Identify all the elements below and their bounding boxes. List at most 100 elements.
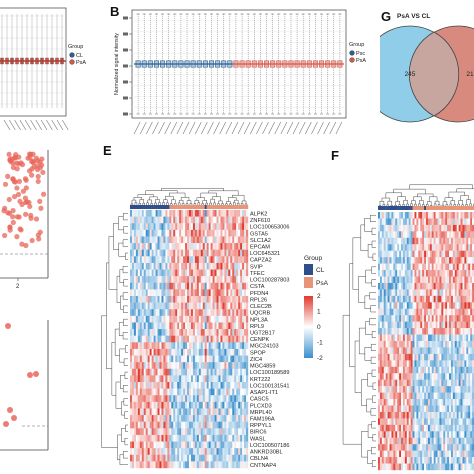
panel-f-heatmap-cell <box>404 263 407 271</box>
panel-f-heatmap-cell <box>437 250 440 258</box>
panel-f-heatmap-cell <box>433 270 436 277</box>
panel-e-group-bar-cell <box>141 205 144 209</box>
panel-e-heatmap-cell <box>130 428 133 436</box>
panel-e-heatmap-cell <box>149 415 152 422</box>
panel-e-heatmap-cell <box>139 282 142 290</box>
panel-f-heatmap-cell <box>449 315 452 322</box>
panel-f-heatmap-cell <box>418 328 421 335</box>
panel-e-heatmap-cell <box>196 388 200 396</box>
panel-e-heatmap-cell <box>236 441 239 449</box>
panel-f-heatmap-cell <box>424 366 427 374</box>
panel-e-heatmap-cell <box>234 395 237 403</box>
panel-f-heatmap-cell <box>468 218 471 226</box>
panel-f-heatmap-cell <box>443 321 446 329</box>
panel-f-heatmap-cell <box>439 386 442 393</box>
panel-f-heatmap-cell <box>472 328 474 335</box>
panel-f-heatmap-cell <box>435 237 438 245</box>
panel-f-heatmap-cell <box>449 218 452 226</box>
panel-e-heatmap-cell <box>202 276 205 283</box>
panel-e-heatmap-cell <box>204 223 207 231</box>
panel-f-group-bar-cell <box>379 206 383 210</box>
panel-e-heatmap-cell <box>161 282 164 290</box>
panel-f-heatmap-cell <box>427 399 431 406</box>
panel-e-heatmap-cell <box>200 461 203 469</box>
panel-f-heatmap-cell <box>452 289 455 297</box>
panel-f-heatmap-cell <box>452 360 455 367</box>
panel-e-heatmap-cell <box>179 388 182 396</box>
panel-e-heatmap-cell <box>218 388 221 396</box>
panel-f-heatmap-cell <box>422 353 425 361</box>
panel-e-heatmap-cell <box>234 216 237 224</box>
panel-e-heatmap-cell <box>145 368 148 376</box>
panel-e-heatmap-cell <box>196 355 200 363</box>
panel-f-heatmap-cell <box>422 289 425 297</box>
panel-f-heatmap-cell <box>445 347 448 355</box>
panel-e-heatmap-cell <box>157 269 160 277</box>
panel-f-heatmap-cell <box>433 250 436 258</box>
panel-e-heatmap-cell <box>131 441 135 449</box>
panel-e-heatmap-cell <box>198 289 201 297</box>
panel-e-heatmap-cell <box>135 315 139 323</box>
panel-e-heatmap-cell <box>155 401 158 409</box>
panel-f-heatmap-cell <box>470 224 473 232</box>
panel-e-heatmap-cell <box>155 236 158 244</box>
panel-f-heatmap-cell <box>404 250 407 258</box>
panel-f-heatmap-cell <box>379 399 383 406</box>
panel-e-heatmap-cell <box>151 448 154 455</box>
panel-f-heatmap-cell <box>406 341 409 348</box>
panel-f-heatmap-cell <box>414 295 417 303</box>
panel-e-heatmap-cell <box>171 229 174 237</box>
panel-e-heatmap-cell <box>161 461 164 469</box>
panel-f-heatmap-cell <box>458 295 461 303</box>
panel-f-heatmap-cell <box>449 257 452 264</box>
panel-f-heatmap-cell <box>449 295 452 303</box>
panel-f-heatmap-cell <box>441 224 444 232</box>
panel-f-heatmap-cell <box>458 231 461 238</box>
panel-f-heatmap-cell <box>391 212 394 219</box>
panel-e-heatmap-cell <box>153 322 156 330</box>
panel-e-heatmap-cell <box>220 269 223 277</box>
panel-f-heatmap-cell <box>429 231 432 238</box>
panel-e-heatmap-cell <box>155 415 158 422</box>
panel-f-heatmap-cell <box>435 444 438 451</box>
panel-e-heatmap-cell <box>224 395 227 403</box>
panel-e-heatmap-cell <box>169 421 172 429</box>
panel-e-heatmap-cell <box>175 388 178 396</box>
panel-e-heatmap-cell <box>137 375 141 383</box>
panel-e-heatmap-cell <box>151 322 154 330</box>
panel-f-heatmap-cell <box>472 334 474 342</box>
panel-e-heatmap-cell <box>224 309 227 317</box>
panel-e-heatmap-cell <box>210 395 213 403</box>
panel-e-heatmap-cell <box>169 262 172 270</box>
panel-f-heatmap-cell <box>402 328 406 335</box>
panel-e-heatmap-cell <box>133 309 137 317</box>
panel-e-heatmap-cell <box>143 262 146 270</box>
panel-e-heatmap-cell <box>173 408 176 416</box>
panel-e-heatmap-cell <box>206 282 209 290</box>
panel-f-heatmap-cell <box>470 399 473 406</box>
panel-f-heatmap-cell <box>389 457 392 464</box>
panel-f-heatmap-cell <box>445 366 448 374</box>
panel-e-heatmap-cell <box>145 296 148 303</box>
panel-e-column-dendrogram <box>133 197 143 201</box>
panel-e-heatmap-cell <box>139 289 142 297</box>
panel-f-heatmap-cell <box>383 437 386 445</box>
panel-e-heatmap-cell <box>220 309 223 317</box>
panel-e-heatmap-cell <box>147 210 150 217</box>
panel-f-heatmap-cell <box>381 431 384 438</box>
panel-e-heatmap-cell <box>167 368 170 376</box>
panel-f-heatmap-cell <box>439 450 442 458</box>
panel-f-heatmap-cell <box>437 328 440 335</box>
panel-f-heatmap-cell <box>431 289 434 297</box>
panel-e-heatmap-cell <box>149 368 152 376</box>
panel-e-heatmap-cell <box>242 276 245 283</box>
panel-e-heatmap-cell <box>228 315 231 323</box>
panel-f-heatmap-cell <box>454 212 457 219</box>
panel-e-heatmap-cell <box>175 296 178 303</box>
panel-e-heatmap-cell <box>167 229 170 237</box>
panel-f-heatmap-cell <box>441 405 444 413</box>
panel-e-heatmap-cell <box>179 428 182 436</box>
panel-f-heatmap-cell <box>406 347 409 355</box>
panel-e-heatmap-cell <box>145 329 148 336</box>
panel-f-heatmap-cell <box>433 431 436 438</box>
